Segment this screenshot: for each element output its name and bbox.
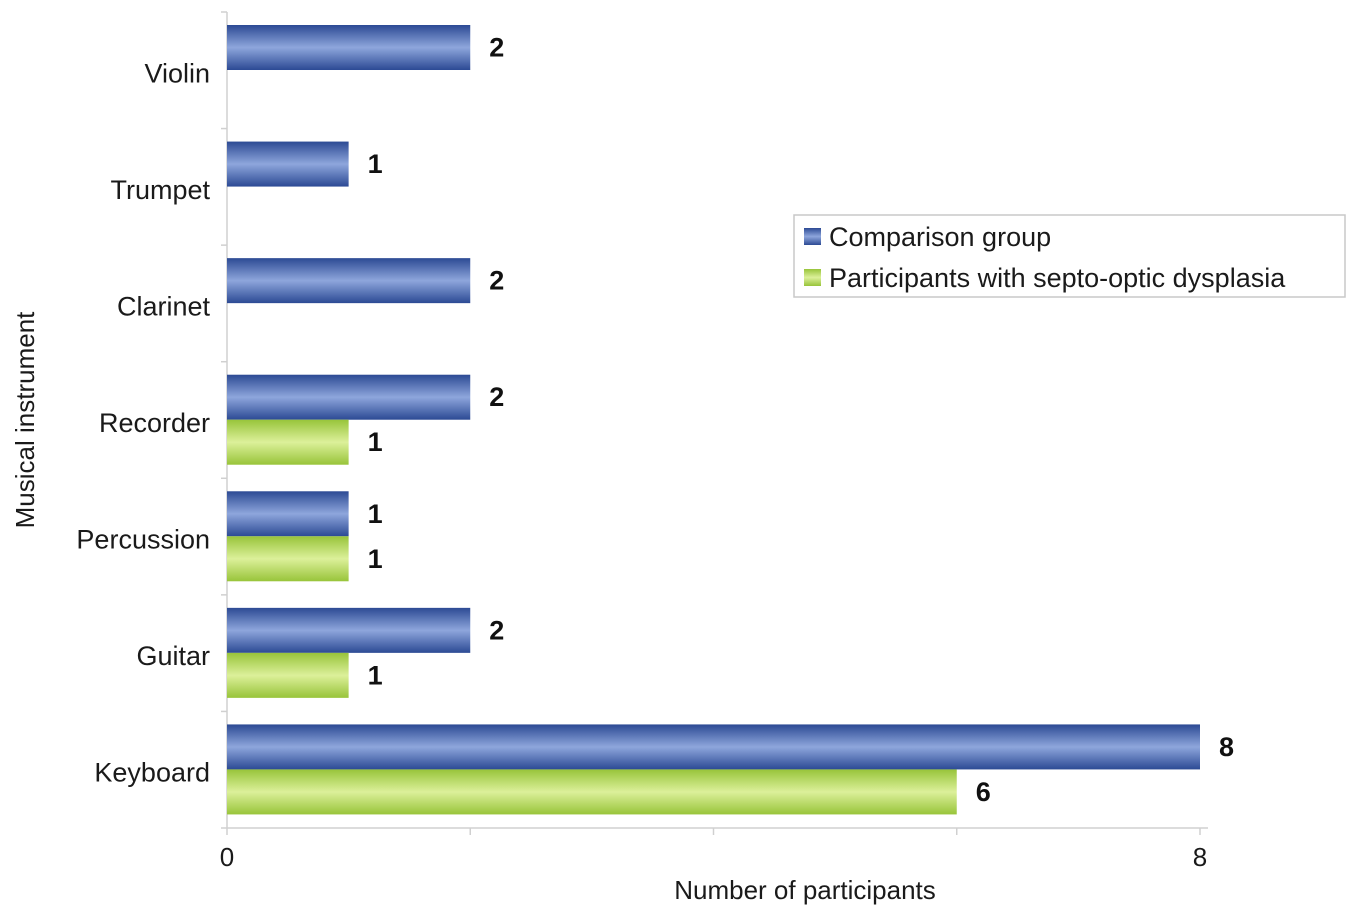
data-label: 1 — [368, 544, 383, 574]
legend-label-comparison: Comparison group — [829, 222, 1051, 252]
category-label: Percussion — [76, 525, 210, 555]
x-tick-label: 8 — [1193, 842, 1207, 872]
legend-label-sod: Participants with septo-optic dysplasia — [829, 263, 1286, 293]
bar-comparison — [227, 724, 1200, 770]
data-label: 2 — [489, 615, 504, 645]
bar-comparison — [227, 607, 471, 653]
bar-sod — [227, 536, 349, 582]
category-label: Trumpet — [110, 175, 210, 205]
legend-swatch-sod — [804, 269, 821, 286]
y-axis-title: Musical instrument — [10, 311, 40, 529]
bar-sod — [227, 769, 957, 815]
category-label: Keyboard — [94, 758, 210, 788]
bar-comparison — [227, 141, 349, 187]
bar-comparison — [227, 25, 471, 70]
bar-comparison — [227, 491, 349, 537]
bar-comparison — [227, 258, 471, 304]
bar-sod — [227, 419, 349, 465]
data-label: 2 — [489, 33, 504, 63]
legend: Comparison group Participants with septo… — [793, 214, 1346, 298]
x-axis-title: Number of participants — [674, 875, 936, 905]
x-tick-label: 0 — [220, 842, 234, 872]
data-label: 8 — [1219, 732, 1234, 762]
legend-box — [793, 214, 1346, 298]
data-label: 1 — [368, 427, 383, 457]
data-label: 2 — [489, 266, 504, 296]
bar-comparison — [227, 374, 471, 420]
data-label: 1 — [368, 660, 383, 690]
bar-sod — [227, 652, 349, 698]
category-label: Violin — [144, 58, 210, 88]
category-label: Recorder — [99, 408, 210, 438]
category-label: Clarinet — [117, 291, 211, 321]
legend-swatch-comparison — [804, 228, 821, 245]
data-label: 1 — [368, 149, 383, 179]
category-label: Guitar — [136, 641, 210, 671]
data-label: 6 — [976, 777, 991, 807]
data-label: 1 — [368, 499, 383, 529]
data-label: 2 — [489, 382, 504, 412]
